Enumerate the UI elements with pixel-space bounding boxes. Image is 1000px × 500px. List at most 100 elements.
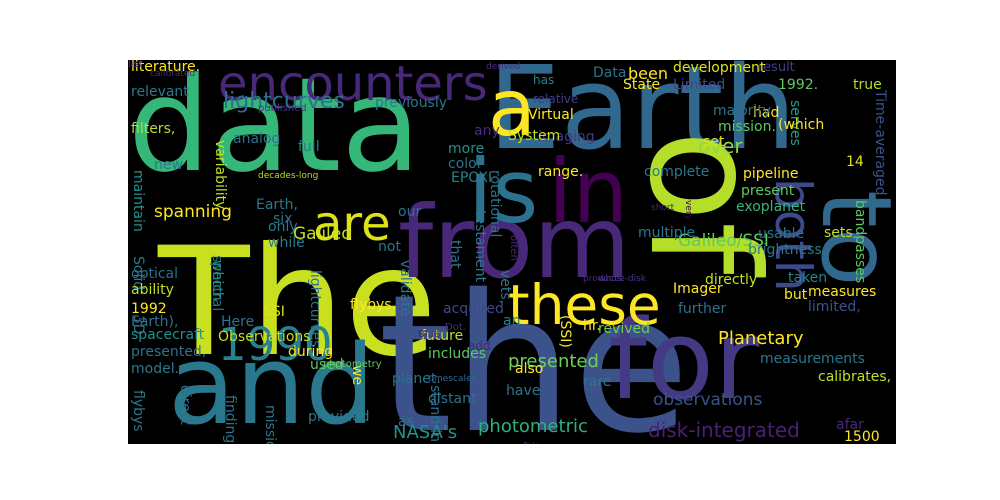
- word-17: 1990: [218, 318, 333, 371]
- word-1: The: [158, 216, 437, 390]
- word-144: short: [651, 203, 675, 213]
- word-105: SSI: [263, 304, 285, 320]
- word-91: full: [298, 139, 320, 155]
- word-40: Limited: [673, 77, 726, 93]
- word-50: Time-averaged: [872, 90, 888, 196]
- word-4: Earth: [488, 60, 797, 176]
- word-103: which: [209, 260, 225, 301]
- word-138: add: [468, 339, 491, 353]
- word-61: present: [741, 183, 795, 199]
- word-100: optical: [131, 266, 178, 282]
- word-148: decades-long: [258, 171, 319, 181]
- word-48: mission.: [718, 119, 776, 135]
- word-14: these: [508, 273, 661, 337]
- word-47: majority: [713, 103, 772, 119]
- word-82: have: [506, 383, 541, 399]
- word-112: used: [310, 357, 344, 373]
- word-116: mission: [262, 405, 278, 444]
- word-59: complete: [644, 164, 710, 180]
- word-119: flybys.: [350, 297, 397, 313]
- word-65: usable: [758, 226, 805, 242]
- word-104: Here: [221, 314, 255, 330]
- word-11: in: [548, 140, 629, 243]
- word-46: had: [753, 105, 780, 121]
- word-29: been: [628, 64, 668, 83]
- word-132: distant: [428, 391, 477, 407]
- word-24: NASA's: [393, 422, 458, 443]
- word-2: the: [378, 254, 690, 445]
- word-149: list: [128, 60, 143, 70]
- word-36: State: [623, 77, 661, 93]
- word-141: Pale: [523, 442, 540, 445]
- word-38: relative: [533, 92, 579, 106]
- word-146: calibrated: [150, 69, 196, 79]
- word-28: Galileo: [293, 224, 352, 244]
- word-31: filters,: [131, 121, 176, 137]
- word-18: lightcurves: [223, 89, 345, 114]
- word-108: presented,: [131, 344, 207, 360]
- word-126: vets,: [497, 270, 513, 305]
- word-66: multiple: [638, 225, 696, 241]
- word-133: as: [398, 414, 414, 430]
- word-94: Earth,: [256, 197, 298, 213]
- word-15: are: [313, 196, 391, 252]
- word-79: future: [421, 328, 464, 344]
- word-60: pipeline: [743, 166, 799, 182]
- word-64: sets: [824, 225, 853, 241]
- word-21: Galileo/SSI: [678, 231, 769, 251]
- word-43: development: [673, 60, 766, 76]
- word-90: analog: [233, 131, 281, 147]
- word-63: bandpasses: [852, 200, 868, 284]
- word-37: has: [533, 73, 555, 87]
- word-42: result: [758, 60, 795, 75]
- word-3: data: [128, 60, 421, 201]
- word-62: exoplanet: [736, 199, 806, 215]
- word-76: acquired: [443, 301, 504, 317]
- word-147: published: [258, 103, 307, 114]
- word-109: model.: [131, 361, 180, 377]
- word-70: measures: [808, 284, 877, 300]
- word-25: presented: [508, 351, 599, 372]
- word-49: (which: [778, 117, 825, 133]
- word-83: rare: [583, 374, 612, 390]
- word-113: direct: [177, 385, 193, 426]
- word-30: over: [698, 134, 743, 158]
- word-102: 1992: [131, 301, 167, 317]
- word-51: 14: [846, 154, 864, 170]
- word-35: Data: [593, 65, 627, 81]
- word-139: products: [583, 274, 623, 284]
- word-72: but: [784, 287, 808, 303]
- word-143: very: [683, 200, 693, 220]
- word-7: and: [168, 321, 375, 444]
- word-9: for: [608, 296, 760, 424]
- word-114: flybys: [130, 390, 146, 432]
- word-136: Blue: [418, 329, 441, 340]
- word-120: our: [398, 204, 422, 220]
- word-78: hr.: [583, 318, 601, 334]
- word-117: provided: [308, 409, 370, 425]
- word-95: only: [268, 219, 298, 235]
- word-73: Imager: [673, 281, 723, 297]
- word-54: any: [474, 123, 500, 139]
- word-81: also: [515, 361, 544, 377]
- word-106: Earth),: [131, 314, 179, 330]
- word-19: disk-integrated: [648, 418, 800, 442]
- word-71: limited,: [808, 299, 861, 315]
- word-41: 1992.: [778, 77, 819, 93]
- word-89: maintain: [130, 170, 146, 232]
- word-69: taken: [788, 270, 828, 286]
- word-121: not: [378, 239, 401, 255]
- word-111: during: [288, 344, 334, 360]
- word-140: whole-disk: [598, 274, 646, 284]
- word-68: directly: [705, 272, 758, 288]
- word-12: a: [488, 64, 536, 154]
- word-77: an: [503, 313, 521, 329]
- word-75: revived: [598, 321, 651, 337]
- word-128: set: [703, 134, 725, 150]
- word-145: derived: [486, 62, 521, 72]
- word-6: from: [398, 184, 631, 301]
- word-27: spanning: [154, 202, 232, 222]
- word-134: (SSI): [557, 315, 573, 348]
- word-96: while: [268, 235, 305, 251]
- word-80: includes: [428, 346, 487, 362]
